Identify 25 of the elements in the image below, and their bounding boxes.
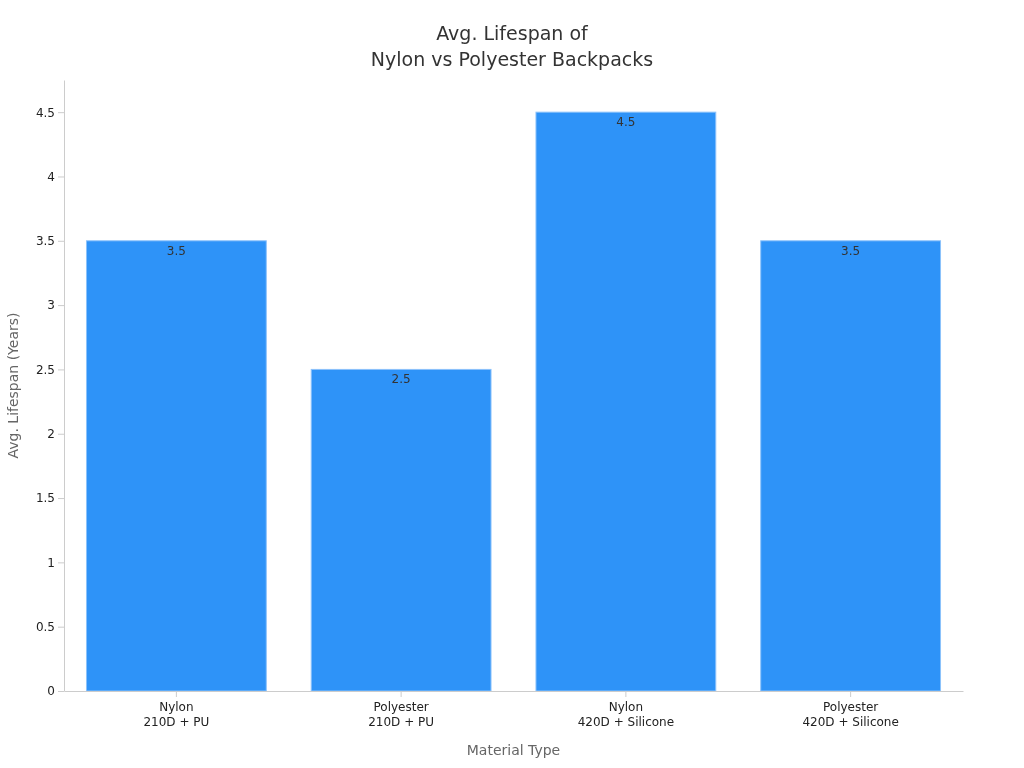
x-tick-label: Nylon 420D + Silicone	[577, 700, 675, 729]
x-tick-label: Polyester 420D + Silicone	[802, 700, 899, 729]
bar	[310, 368, 492, 692]
y-tick-label: 1.5	[35, 491, 55, 506]
bar	[760, 240, 942, 692]
x-tick-label: Nylon 210D + PU	[143, 700, 210, 729]
x-tick-label: Polyester 210D + PU	[368, 700, 435, 729]
y-tick-label: 4.5	[35, 105, 55, 120]
bar	[85, 240, 267, 692]
y-tick-label: 0	[47, 684, 55, 699]
data-label: 2.5	[391, 372, 411, 387]
data-label: 3.5	[166, 243, 186, 258]
y-tick-label: 4	[47, 169, 55, 184]
data-label: 3.5	[841, 243, 861, 258]
y-tick-label: 0.5	[35, 620, 55, 635]
y-axis-title: Avg. Lifespan (Years)	[5, 312, 21, 459]
y-tick-label: 3	[47, 298, 55, 313]
y-tick-label: 2	[47, 427, 55, 442]
bar	[535, 111, 717, 692]
y-tick-label: 3.5	[35, 234, 55, 249]
y-tick-label: 2.5	[35, 362, 55, 377]
x-axis-title: Material Type	[466, 742, 561, 758]
data-label: 4.5	[616, 115, 636, 130]
y-tick-label: 1	[47, 555, 55, 570]
chart-title: Avg. Lifespan of Nylon vs Polyester Backpacks	[370, 22, 654, 70]
